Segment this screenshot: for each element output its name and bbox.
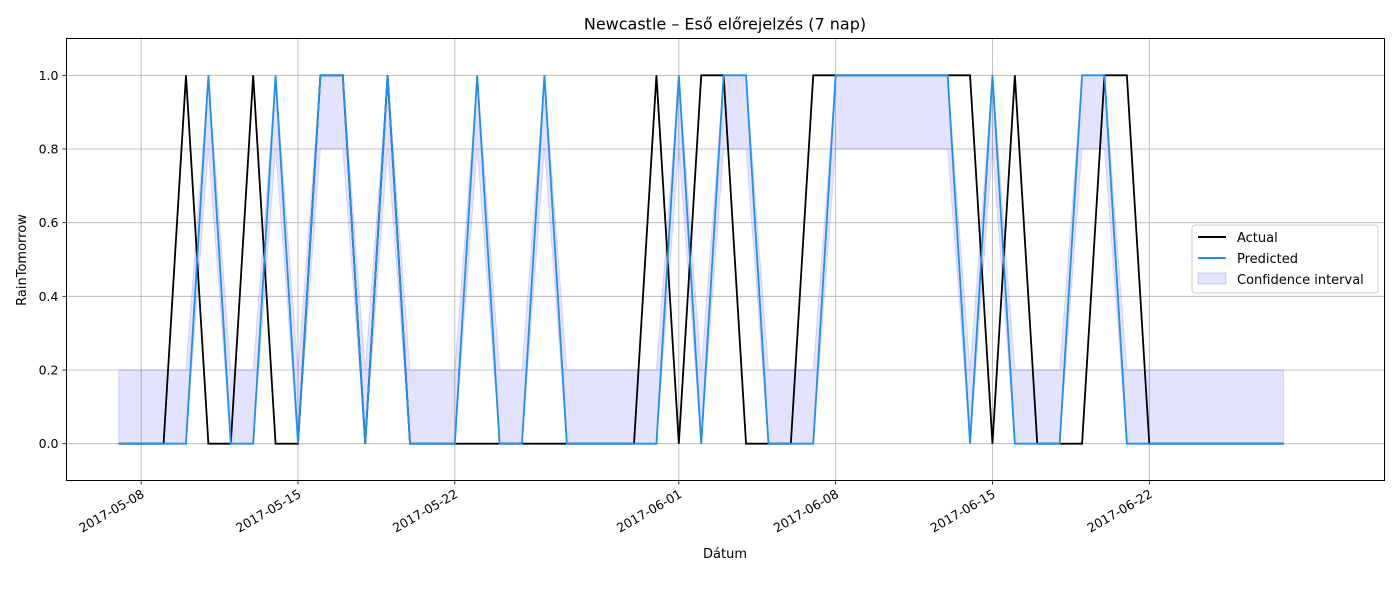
y-tick-label: 1.0	[39, 68, 59, 83]
y-tick-label: 0.4	[39, 289, 59, 304]
y-axis: 0.0 0.2 0.4 0.6 0.8 1.0	[39, 68, 67, 451]
x-axis-label: Dátum	[703, 547, 747, 562]
series-lines	[118, 74, 1284, 445]
y-tick-label: 0.6	[39, 215, 59, 230]
chart-title: Newcastle – Eső előrejelzés (7 nap)	[584, 15, 866, 34]
y-tick-label: 0.8	[39, 142, 59, 157]
legend: Actual Predicted Confidence interval	[1191, 224, 1379, 294]
y-tick-label: 0.0	[39, 436, 59, 451]
legend-label-confidence: Confidence interval	[1237, 273, 1364, 288]
legend-swatch-confidence	[1197, 272, 1227, 285]
plot-frame	[66, 38, 1385, 481]
y-tick-label: 0.2	[39, 363, 59, 378]
legend-frame	[1191, 224, 1379, 294]
legend-label-predicted: Predicted	[1237, 252, 1298, 267]
series-line-predicted	[118, 74, 1284, 445]
legend-label-actual: Actual	[1237, 231, 1278, 246]
y-axis-label: RainTomorrow	[15, 214, 30, 306]
